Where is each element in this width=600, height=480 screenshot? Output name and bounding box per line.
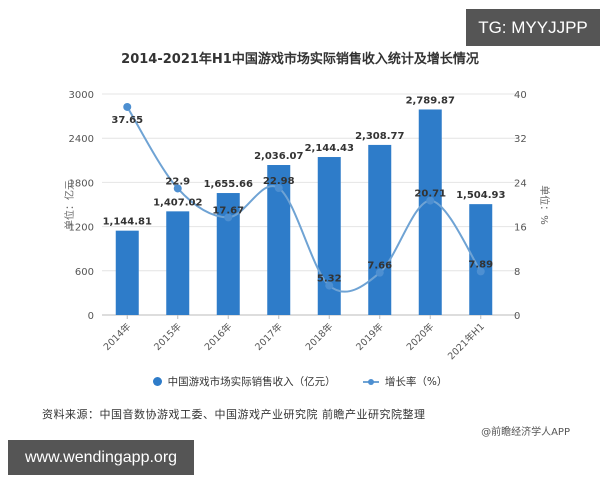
- bar-series-icon: [152, 377, 162, 386]
- bar-value-label: 2,144.43: [305, 143, 354, 154]
- line-point: [224, 213, 233, 222]
- bar: [216, 193, 240, 315]
- legend-item-growth: 增长率（%）: [362, 374, 448, 389]
- line-point: [325, 281, 334, 290]
- line-value-label: 22.9: [165, 176, 190, 187]
- y2-tick-label: 40: [514, 90, 527, 101]
- line-point: [173, 184, 182, 193]
- bar: [469, 204, 493, 315]
- data-source-note: 资料来源：中国音数协游戏工委、中国游戏产业研究院 前瞻产业研究院整理: [42, 408, 426, 421]
- legend-label-growth: 增长率（%）: [384, 376, 448, 388]
- line-point: [426, 196, 435, 205]
- line-value-label: 5.32: [317, 274, 342, 285]
- y-tick-label: 2400: [69, 134, 94, 145]
- bar: [115, 230, 139, 315]
- y-tick-label: 3000: [69, 90, 94, 101]
- x-tick-label: 2016年: [202, 320, 235, 353]
- bar: [166, 211, 190, 315]
- line-series-icon: [362, 377, 379, 386]
- bar-value-label: 1,655.66: [204, 179, 253, 190]
- bar-value-label: 2,308.77: [355, 131, 404, 142]
- y2-tick-label: 24: [514, 178, 527, 189]
- y-axis-label: 单位：亿元: [63, 180, 76, 230]
- bar-value-label: 1,144.81: [103, 217, 152, 228]
- line-value-label: 22.98: [263, 176, 295, 187]
- y2-tick-label: 32: [514, 134, 527, 145]
- line-value-label: 17.67: [212, 205, 244, 216]
- watermark-badge-bottom: www.wendingapp.org: [8, 440, 194, 475]
- bar-value-label: 1,504.93: [456, 190, 505, 201]
- x-tick-label: 2021年H1: [445, 321, 487, 363]
- x-tick-label: 2015年: [152, 320, 185, 353]
- bar-value-label: 2,789.87: [406, 95, 455, 106]
- x-tick-label: 2014年: [101, 320, 134, 353]
- line-point: [476, 267, 485, 276]
- y2-tick-label: 8: [514, 267, 520, 278]
- y-tick-label: 1200: [69, 223, 94, 234]
- line-value-label: 37.65: [111, 115, 143, 126]
- y2-axis-label: 单位：%: [538, 185, 551, 225]
- y2-tick-label: 16: [514, 223, 527, 234]
- line-value-label: 20.71: [414, 189, 446, 200]
- y-tick-label: 0: [88, 311, 94, 322]
- y-tick-label: 600: [75, 267, 94, 278]
- y-tick-label: 1800: [69, 178, 94, 189]
- watermark-badge-top: TG: MYYJJPP: [466, 9, 600, 46]
- y2-tick-label: 0: [514, 311, 520, 322]
- bar-value-label: 1,407.02: [153, 197, 202, 208]
- line-point: [274, 184, 283, 193]
- legend-item-revenue: 中国游戏市场实际销售收入（亿元）: [152, 374, 336, 389]
- bar-value-label: 2,036.07: [254, 151, 303, 162]
- chart-title: 2014-2021年H1中国游戏市场实际销售收入统计及增长情况: [121, 52, 479, 67]
- bar: [418, 109, 442, 315]
- line-point: [375, 268, 384, 277]
- credit-watermark: @前瞻经济学人APP: [481, 427, 570, 438]
- line-point: [123, 102, 132, 111]
- line-value-label: 7.66: [367, 261, 392, 272]
- chart-legend: 中国游戏市场实际销售收入（亿元） 增长率（%）: [0, 374, 600, 389]
- bar: [267, 165, 291, 315]
- bar: [317, 157, 341, 315]
- x-tick-label: 2018年: [303, 320, 336, 353]
- bar: [368, 144, 392, 315]
- x-tick-label: 2020年: [404, 320, 437, 353]
- x-tick-label: 2017年: [253, 320, 286, 353]
- legend-label-revenue: 中国游戏市场实际销售收入（亿元）: [167, 376, 336, 388]
- line-value-label: 7.89: [468, 259, 493, 270]
- x-tick-label: 2019年: [354, 320, 387, 353]
